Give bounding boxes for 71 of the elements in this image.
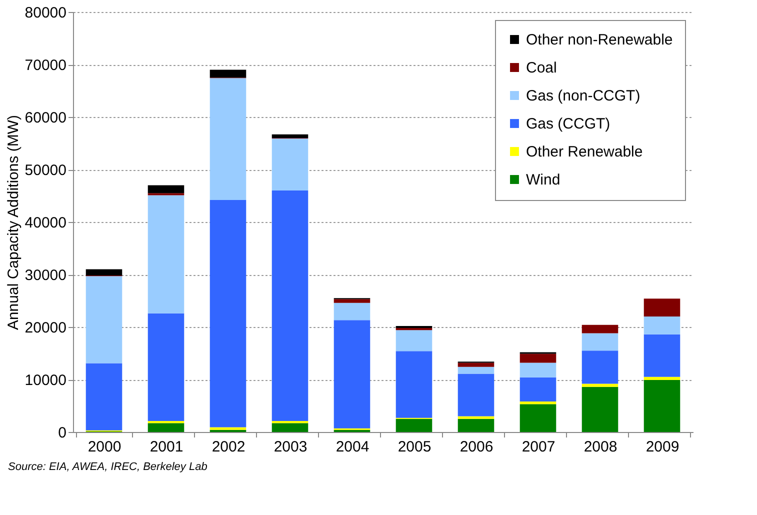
bar [210,70,246,78]
y-tick-label: 0 [58,424,66,442]
bar [86,269,122,276]
y-tick-label: 60000 [24,110,66,126]
bar [272,420,308,424]
x-tick-label: 2001 [150,438,184,456]
legend-label: Other non-Renewable [526,32,673,48]
bar [210,427,246,430]
y-axis-title: Annual Capacity Additions (MW) [4,114,22,330]
x-tick-label: 2009 [646,438,680,456]
x-tick-label: 2002 [212,438,246,456]
bar [520,402,556,404]
bar [396,330,432,352]
bar [334,302,370,320]
bar [644,316,680,334]
x-tick-label: 2007 [522,438,556,456]
y-tick-label: 80000 [24,4,66,22]
x-tick-label: 2008 [584,438,618,456]
bar [334,299,370,303]
x-tick-label: 2006 [460,438,494,456]
bar [520,362,556,378]
bar [148,420,184,424]
bar [396,418,432,432]
legend-label: Other Renewable [526,144,643,160]
bar [272,138,308,190]
legend-label: Gas (non-CCGT) [526,88,640,104]
bar [396,326,432,328]
bar [520,404,556,432]
bar [272,134,308,138]
bar [148,313,184,421]
legend-label: Gas (CCGT) [526,116,610,132]
bar [334,320,370,428]
bar [458,418,494,432]
bar [644,376,680,380]
x-tick-label: 2003 [274,438,308,456]
y-tick-label: 20000 [24,320,66,336]
y-tick-label: 50000 [24,162,66,179]
bar [458,366,494,374]
bar [210,78,246,200]
source-note: Source: EIA, AWEA, IREC, Berkeley Lab [8,461,208,473]
bar [458,362,494,367]
bar [396,351,432,418]
bar [582,324,618,334]
y-tick-label: 10000 [24,372,66,389]
bar [520,377,556,402]
x-tick-label: 2005 [398,438,432,456]
bar [582,333,618,351]
legend-label: Coal [526,60,557,76]
bar [148,423,184,432]
x-tick-label: 2004 [336,438,370,456]
legend-label: Wind [526,172,560,188]
bar [458,374,494,416]
bar [644,298,680,316]
bar [644,334,680,377]
bar [458,416,494,419]
y-tick-label: 40000 [24,214,66,232]
y-tick-label: 30000 [24,267,66,284]
bar [582,350,618,384]
bar [272,190,308,421]
bar [210,200,246,428]
bar [148,195,184,314]
bar [86,363,122,430]
y-tick-label: 70000 [24,57,66,74]
bar [520,354,556,363]
bar [148,185,184,194]
bar [582,386,618,432]
x-tick-label: 2000 [88,438,122,456]
bar [582,384,618,387]
bar [272,423,308,432]
bar [644,380,680,432]
bar [86,276,122,364]
